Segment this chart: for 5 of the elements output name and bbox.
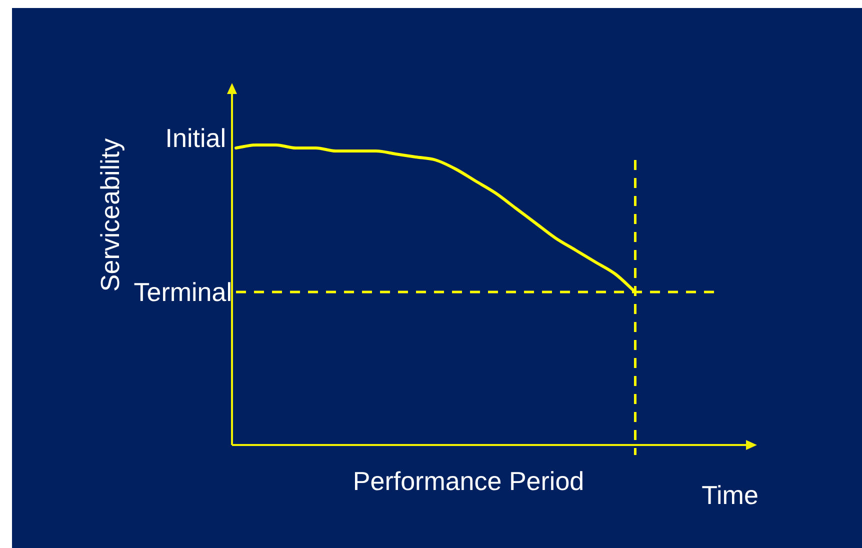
text: Time bbox=[702, 480, 758, 510]
ref-line-label: Terminal bbox=[134, 277, 232, 308]
text: Initial bbox=[165, 123, 226, 154]
y-axis-title: Serviceability bbox=[95, 138, 126, 292]
x-axis-title: Performance Period bbox=[352, 466, 584, 496]
